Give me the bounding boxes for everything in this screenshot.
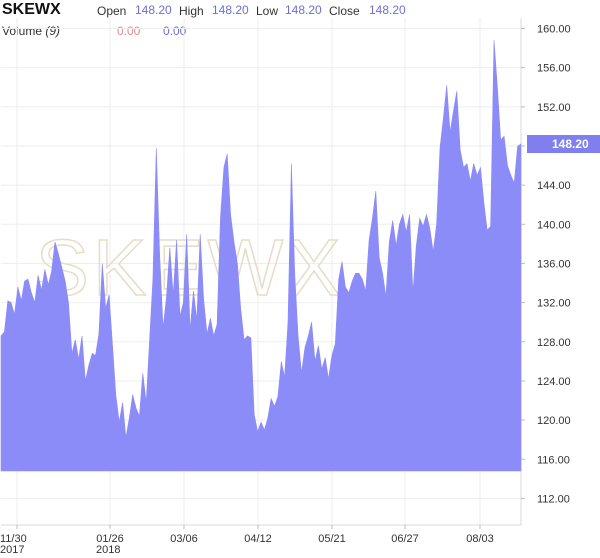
open-label: Open xyxy=(97,4,127,18)
y-tick-label: 136.00 xyxy=(537,258,571,270)
y-tick-label: 152.00 xyxy=(537,102,571,114)
x-tick-label: 03/06 xyxy=(170,533,198,545)
y-axis: 160.00156.00152.00148.00144.00140.00136.… xyxy=(521,24,571,505)
x-tick-label: 05/21 xyxy=(318,533,346,545)
close-label: Close xyxy=(329,4,360,18)
y-tick-label: 120.00 xyxy=(537,415,571,427)
y-tick-label: 112.00 xyxy=(537,493,570,505)
x-tick-label: 06/27 xyxy=(391,533,419,545)
x-tick-label: 08/03 xyxy=(466,533,494,545)
y-tick-label: 160.00 xyxy=(537,24,571,36)
y-tick-label: 144.00 xyxy=(537,180,571,192)
close-value: 148.20 xyxy=(369,3,406,17)
x-tick-year: 2017 xyxy=(0,544,24,556)
y-tick-label: 140.00 xyxy=(537,219,571,231)
symbol-title: SKEWX xyxy=(2,1,61,18)
low-value: 148.20 xyxy=(285,3,322,17)
price-tag: 148.20 xyxy=(527,135,600,154)
volume-label-text: Volume xyxy=(2,24,43,38)
volume-label: Volume (9) xyxy=(2,24,60,38)
x-tick-year: 2018 xyxy=(96,544,120,556)
y-tick-label: 156.00 xyxy=(537,63,571,75)
x-tick-label: 04/12 xyxy=(244,533,272,545)
volume-value-2: 0.00 xyxy=(163,24,187,38)
volume-period: (9) xyxy=(45,24,61,38)
x-tick-label: 11/30 xyxy=(0,533,27,545)
open-value: 148.20 xyxy=(135,3,172,17)
price-area-series xyxy=(0,40,522,472)
y-tick-label: 124.00 xyxy=(537,376,571,388)
price-tag-label: 148.20 xyxy=(552,137,589,151)
high-value: 148.20 xyxy=(212,3,249,17)
price-tag-background xyxy=(527,135,600,154)
y-tick-label: 116.00 xyxy=(537,454,570,466)
high-label: High xyxy=(179,4,204,18)
chart-header: SKEWX Open 148.20 High 148.20 Low 148.20… xyxy=(0,0,600,44)
low-label: Low xyxy=(256,4,279,18)
y-tick-label: 132.00 xyxy=(537,298,571,310)
watermark: SKEWX xyxy=(36,223,345,312)
volume-value-1: 0.00 xyxy=(117,24,141,38)
y-tick-label: 128.00 xyxy=(537,337,571,349)
x-tick-label: 01/26 xyxy=(96,533,124,545)
